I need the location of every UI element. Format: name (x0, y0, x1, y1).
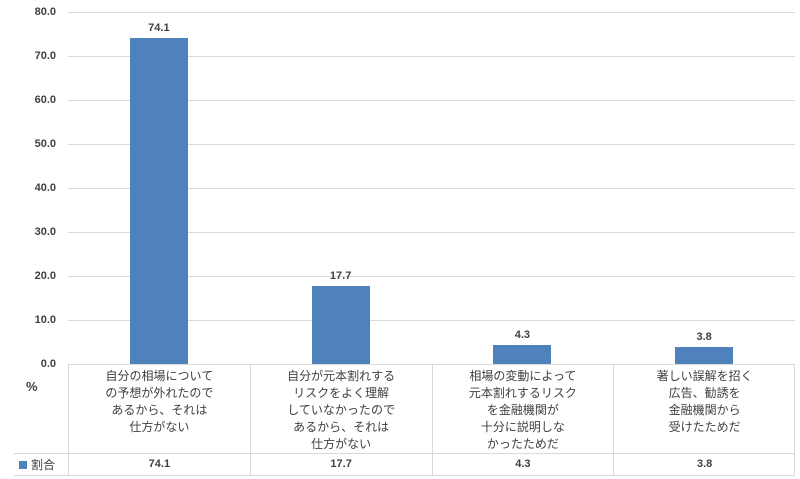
y-axis-tick-label: 80.0 (34, 6, 56, 18)
data-table-value: 3.8 (613, 454, 795, 475)
bar-value-label: 4.3 (514, 329, 531, 342)
y-axis-tick-label: 60.0 (34, 94, 56, 106)
category-label: 相場の変動によって 元本割れするリスク を金融機関が 十分に説明しな かったため… (431, 365, 614, 453)
y-axis-tick-label: 50.0 (34, 138, 56, 150)
bar-value-label: 3.8 (696, 331, 712, 344)
category-axis-row: 自分の相場について の予想が外れたので あるから、それは 仕方がない 自分が元本割… (68, 364, 795, 453)
legend-label: 割合 (31, 458, 56, 472)
gridline (68, 99, 795, 101)
gridline (68, 143, 795, 145)
data-table-row: 割合 74.1 17.7 4.3 3.8 (14, 453, 795, 476)
data-table-value: 74.1 (68, 454, 250, 475)
gridline (68, 55, 795, 57)
data-table-value: 17.7 (249, 454, 432, 475)
y-axis-tick-label: 10.0 (34, 314, 56, 326)
gridline (68, 11, 795, 13)
bar-value-label: 17.7 (329, 270, 352, 283)
category-label: 自分の相場について の予想が外れたので あるから、それは 仕方がない (68, 365, 250, 453)
y-axis-tick-label: 30.0 (34, 226, 56, 238)
legend: 割合 (14, 454, 68, 475)
y-axis-tick-label: 70.0 (34, 50, 56, 62)
y-axis-tick-label: 0.0 (40, 358, 56, 370)
y-axis-tick-label: 40.0 (34, 182, 56, 194)
bar-value-label: 74.1 (148, 21, 170, 34)
gridline (68, 231, 795, 233)
bar (129, 37, 188, 364)
gridline (68, 275, 795, 277)
bar (493, 345, 552, 364)
y-axis-tick-label: 20.0 (34, 270, 56, 282)
category-label: 自分が元本割れする リスクをよく理解 していなかったので あるから、それは 仕方… (249, 365, 432, 453)
category-label: 著しい誤解を招く 広告、勧誘を 金融機関から 受けたためだ (613, 365, 795, 453)
gridline (68, 187, 795, 189)
data-table-value: 4.3 (431, 454, 614, 475)
y-axis-unit-label: % (26, 379, 38, 394)
bar (675, 347, 734, 364)
legend-marker-square (19, 460, 27, 469)
bar (311, 286, 370, 364)
gridline (68, 319, 795, 321)
